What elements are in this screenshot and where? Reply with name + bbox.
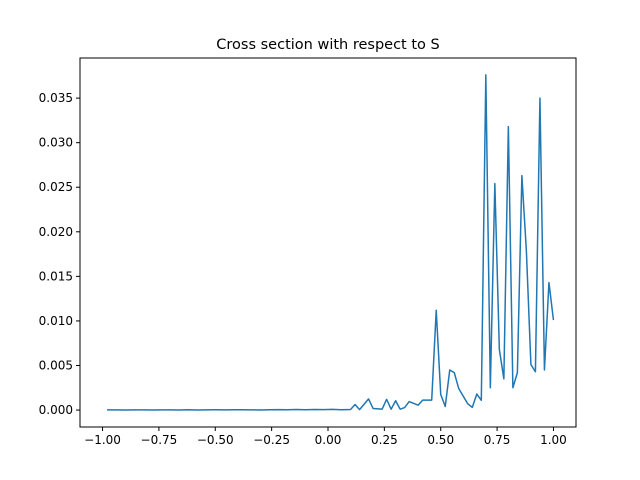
x-tick-label: −0.50 [197, 433, 234, 447]
y-tick-label: 0.025 [39, 180, 73, 194]
x-tick-label: 0.00 [315, 433, 342, 447]
y-tick-label: 0.005 [39, 359, 73, 373]
series-line-0 [107, 74, 555, 411]
x-tick-label: −0.75 [141, 433, 178, 447]
x-tick-label: −1.00 [84, 433, 121, 447]
y-tick-label: 0.020 [39, 225, 73, 239]
plot-area [107, 74, 555, 411]
y-tick-label: 0.000 [39, 403, 73, 417]
x-tick-label: 0.75 [484, 433, 511, 447]
y-tick-label: 0.015 [39, 269, 73, 283]
x-tick-label: −0.25 [253, 433, 290, 447]
chart-title: Cross section with respect to S [216, 37, 439, 53]
y-tick-label: 0.035 [39, 91, 73, 105]
y-tick-label: 0.010 [39, 314, 73, 328]
y-tick-label: 0.030 [39, 136, 73, 150]
x-tick-label: 1.00 [540, 433, 567, 447]
x-tick-label: 0.50 [427, 433, 454, 447]
x-tick-label: 0.25 [371, 433, 398, 447]
y-axis: 0.000 0.005 0.010 0.015 0.020 0.025 0.030 0.035 [39, 91, 80, 417]
x-axis: −1.00 −0.75 −0.50 −0.25 0.00 0.25 0.50 0.75 1.00 [84, 427, 567, 447]
axes-frame [79, 57, 577, 428]
